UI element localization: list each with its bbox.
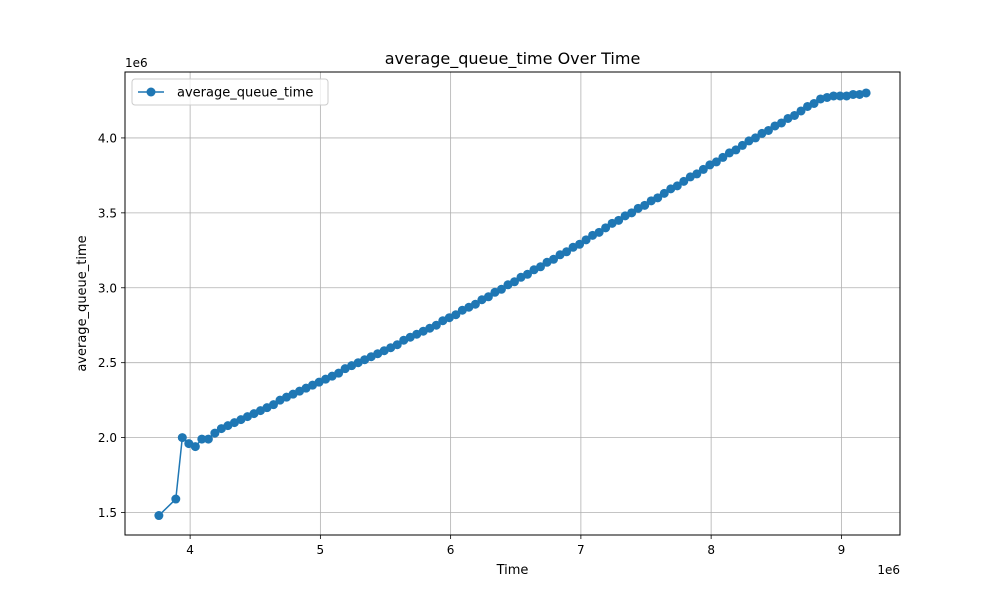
data-point [848,89,858,99]
data-point [562,247,572,257]
data-point [640,200,650,210]
data-point [203,434,213,444]
data-point [776,118,786,128]
data-point [483,292,493,302]
plot-frame [124,71,901,536]
y-tick-label: 2.5 [98,356,117,370]
legend-label: average_queue_time [177,86,313,101]
legend-box [131,78,329,106]
data-point [171,494,181,504]
data-point [809,98,819,108]
data-point [536,262,545,272]
data-point [718,152,728,162]
y-tick-label: 2.0 [98,431,117,445]
data-point [451,310,461,320]
data-point [627,208,637,218]
data-point [861,88,871,98]
y-tick-label: 4.0 [98,131,117,145]
data-point [522,269,532,279]
data-point [672,181,682,191]
x-tick-label: 9 [838,543,846,557]
legend-marker-swatch [146,87,156,97]
data-point [763,125,773,135]
y-tick-label: 1.5 [98,506,117,520]
data-point [549,254,559,264]
data-point [581,235,591,245]
data-point [509,277,519,287]
y-axis-title: average_queue_time [75,235,90,371]
x-axis-title: Time [496,563,529,578]
data-point [711,157,721,167]
data-point [334,368,344,378]
data-point [659,188,669,198]
x-tick-label: 6 [447,543,455,557]
plot-area [125,72,900,535]
data-point [731,145,741,155]
data-point [210,428,220,438]
legend: average_queue_time [131,78,329,106]
data-point [601,223,611,233]
data-point [750,133,760,143]
data-point [431,320,441,330]
y-axis-offset-label: 1e6 [125,56,148,70]
data-point [594,227,604,237]
data-point [698,164,708,174]
data-point [614,215,624,225]
data-point [197,434,207,444]
x-tick-label: 4 [186,543,194,557]
data-point [790,110,799,120]
data-point [653,193,663,203]
data-point [692,169,702,179]
x-tick-label: 8 [707,543,715,557]
grid-lines [125,72,900,535]
data-point [190,442,200,452]
data-point [496,284,506,294]
axis-ticks: 4 5 6 7 8 9 1.5 2.0 2.5 3.0 3.5 4.0 [98,131,845,557]
data-series [154,88,871,521]
data-point [268,400,278,410]
data-point [392,340,402,350]
data-point [796,106,806,116]
data-point [679,176,689,186]
data-point [737,140,747,150]
x-tick-label: 7 [577,543,585,557]
data-point [835,91,845,101]
y-tick-label: 3.0 [98,281,117,295]
data-point [829,91,839,101]
data-point [177,433,187,443]
data-point [575,239,585,249]
x-axis-offset-label: 1e6 [877,563,900,577]
y-tick-label: 3.5 [98,206,117,220]
x-tick-label: 5 [317,543,325,557]
chart-title: average_queue_time Over Time [385,49,641,69]
data-point [154,511,164,521]
data-point [470,299,480,309]
